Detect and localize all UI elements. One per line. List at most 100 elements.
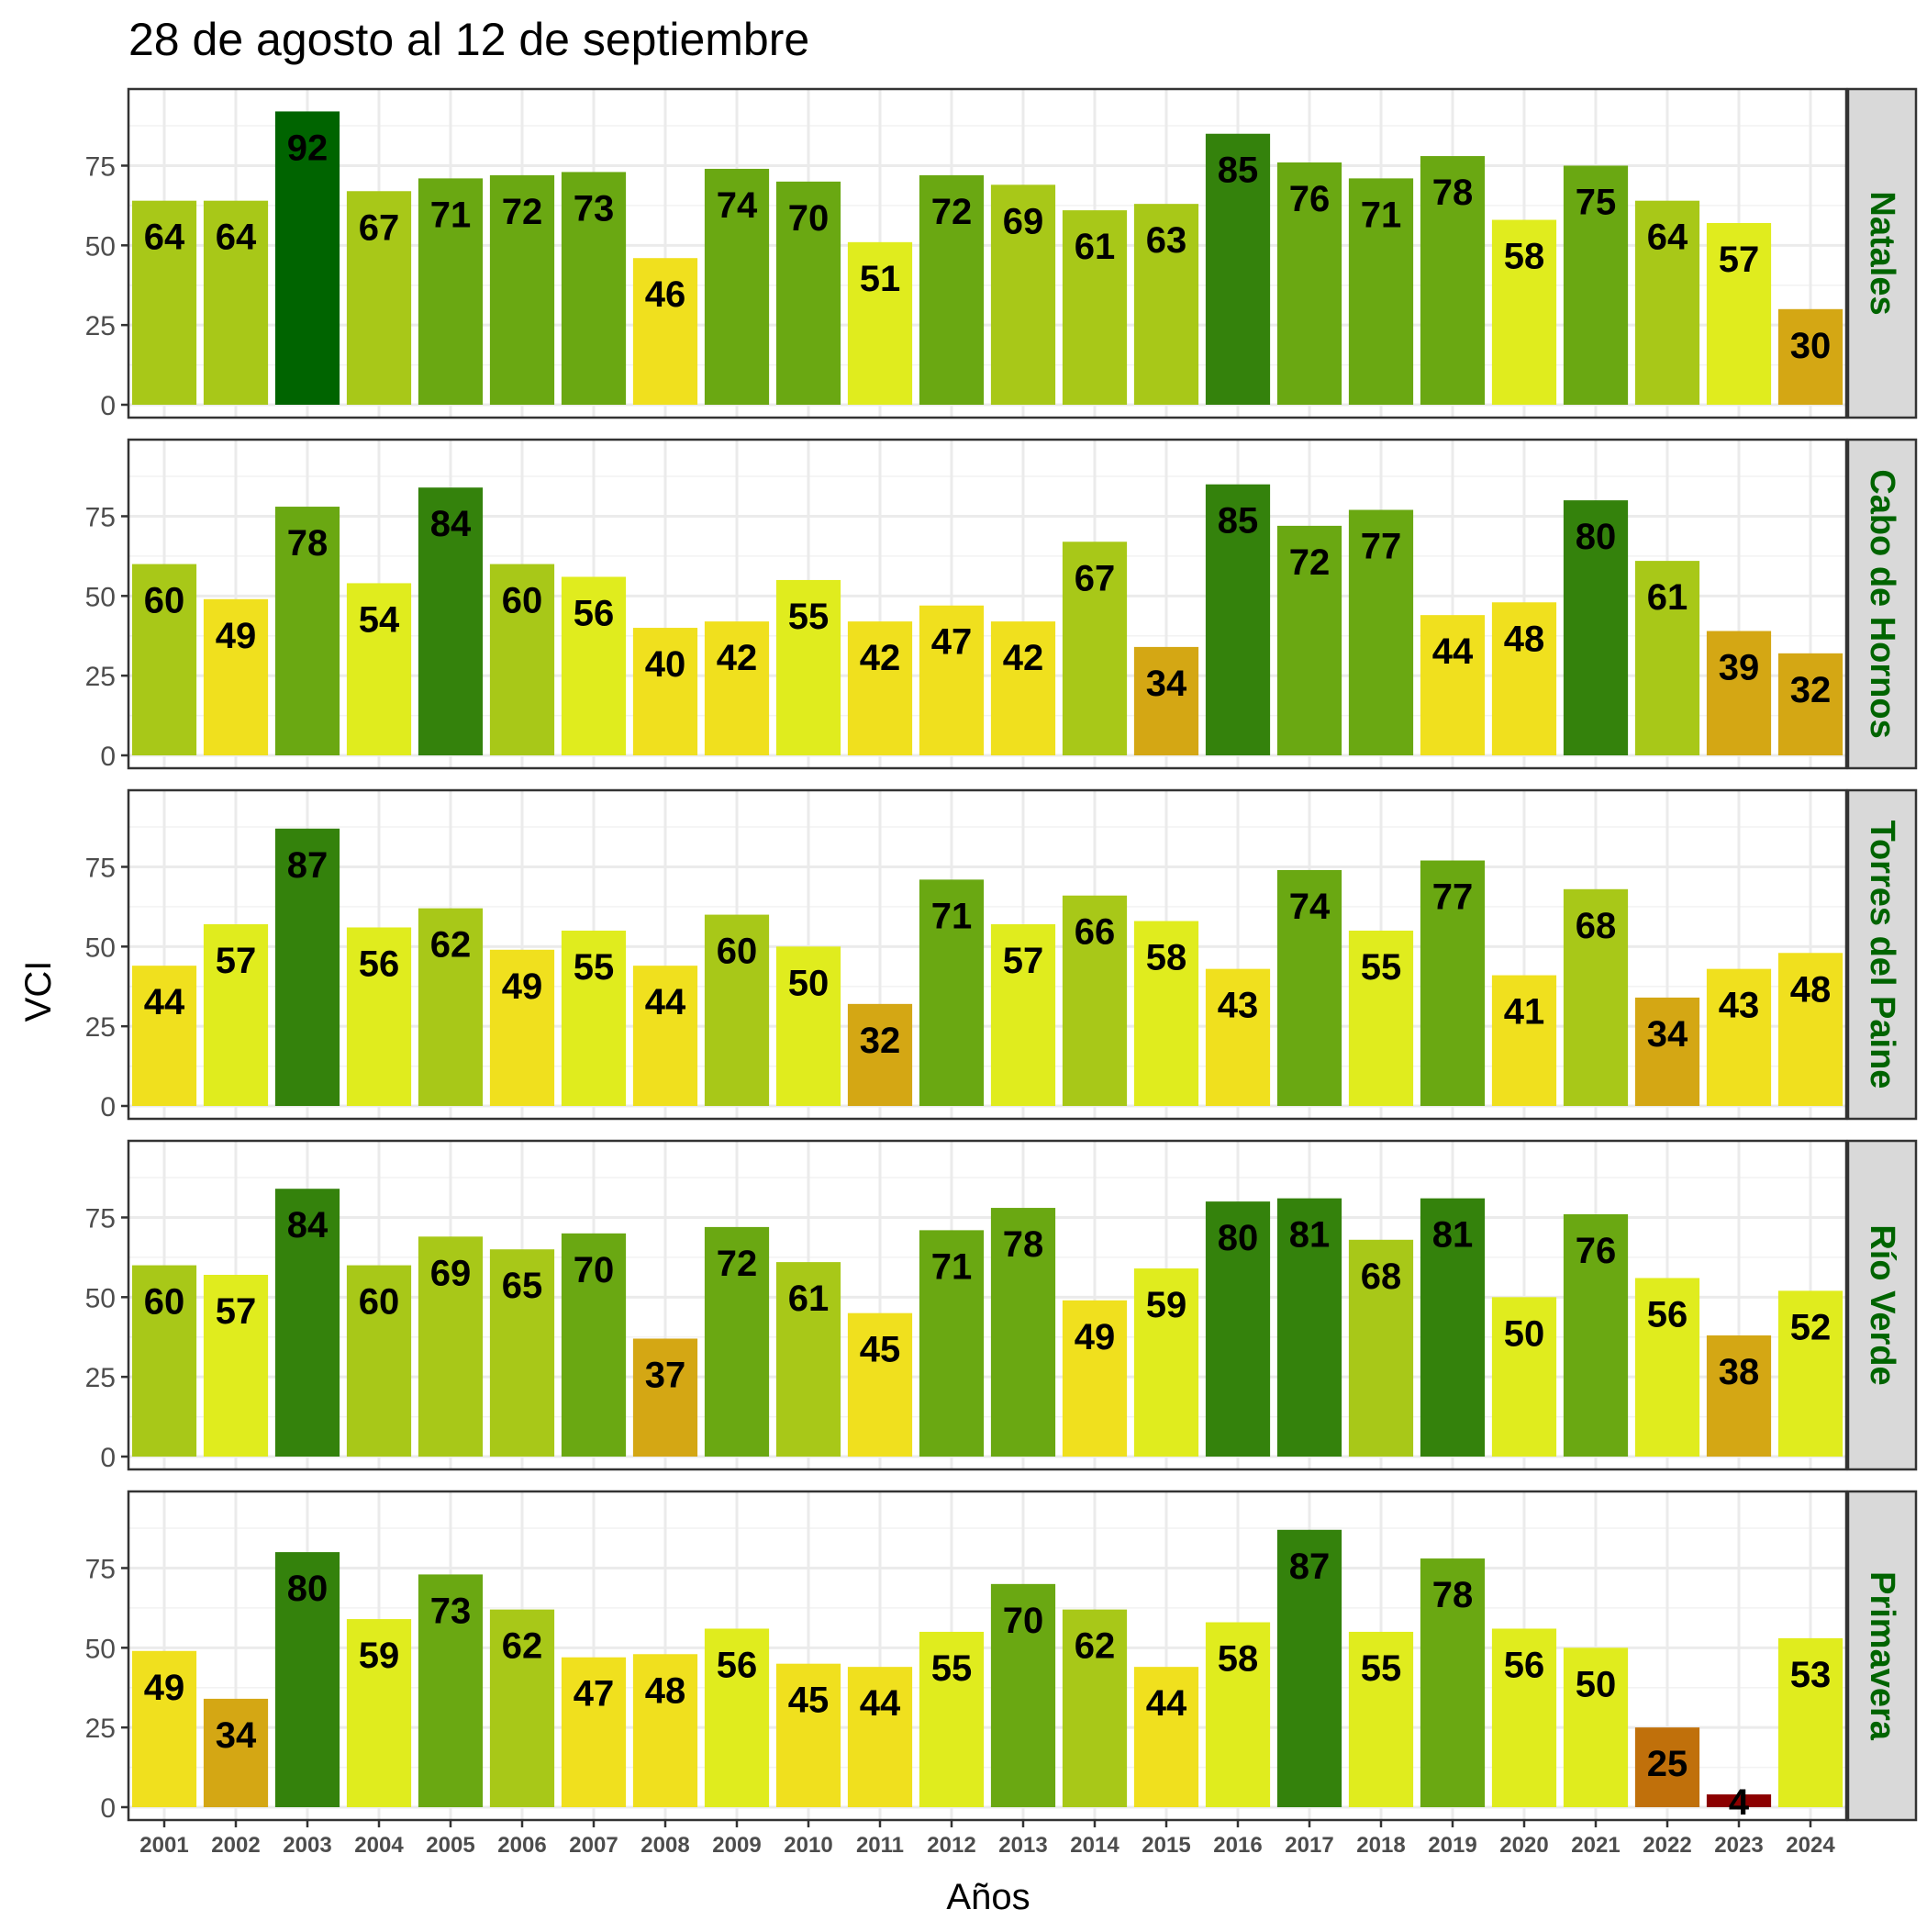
- x-tick-label-2006: 2006: [497, 1833, 546, 1858]
- panel-4: 60 57 84 60 69 65 70 37 72 61 45 71 78 49 59 80 81 68 81 50…: [85, 1139, 1918, 1473]
- bar-2024: [1777, 953, 1843, 1106]
- bar-2023: [1706, 631, 1772, 755]
- value-label-2012: 71: [931, 896, 973, 936]
- bar-2011: [847, 1667, 913, 1807]
- value-label-2024: 52: [1790, 1307, 1832, 1347]
- value-label-2023: 4: [1729, 1782, 1750, 1823]
- panel-background: [128, 89, 1846, 418]
- bar-2018: [1348, 509, 1414, 755]
- bar-2024: [1777, 308, 1843, 405]
- bar-2014: [1062, 1300, 1128, 1457]
- value-label-2019: 78: [1432, 173, 1474, 213]
- value-label-2003: 84: [287, 1205, 329, 1245]
- x-tick-label-2020: 2020: [1499, 1833, 1548, 1858]
- value-label-2005: 71: [430, 195, 472, 235]
- bar-2013: [990, 184, 1056, 405]
- x-tick-label-2009: 2009: [712, 1833, 761, 1858]
- bar-2010: [775, 181, 841, 405]
- value-label-2021: 50: [1576, 1664, 1617, 1704]
- facet-label-2: Cabo de Hornos: [1863, 469, 1901, 738]
- x-tick-label-2023: 2023: [1714, 1833, 1763, 1858]
- chart-title: 28 de agosto al 12 de septiembre: [128, 14, 809, 65]
- bar-2010: [775, 579, 841, 755]
- x-tick-label-2003: 2003: [283, 1833, 331, 1858]
- value-label-2013: 69: [1003, 201, 1044, 241]
- bar-2015: [1133, 646, 1199, 755]
- bar-2012: [919, 879, 985, 1106]
- panel-5: 49 34 80 59 73 62 47 48 56 45 44 55 70 62 44 58 87 55 78 56…: [85, 1490, 1918, 1824]
- bar-2024: [1777, 653, 1843, 755]
- value-label-2001: 60: [144, 581, 185, 621]
- bar-2017: [1276, 1529, 1342, 1807]
- bar-2021: [1563, 1214, 1629, 1457]
- value-label-2018: 55: [1361, 1648, 1402, 1689]
- bar-2017: [1276, 162, 1342, 405]
- bar-2007: [561, 172, 627, 405]
- value-label-2015: 59: [1146, 1285, 1187, 1325]
- value-label-2004: 67: [359, 207, 400, 248]
- bar-2021: [1563, 1647, 1629, 1807]
- bar-2020: [1491, 602, 1557, 755]
- value-label-2009: 56: [717, 1645, 758, 1685]
- bar-2002: [203, 1698, 269, 1807]
- x-tick-label-2016: 2016: [1213, 1833, 1262, 1858]
- value-label-2008: 37: [645, 1355, 686, 1395]
- x-tick-label-2019: 2019: [1428, 1833, 1476, 1858]
- value-label-2021: 68: [1576, 906, 1617, 946]
- y-tick-label: 25: [85, 311, 116, 341]
- value-label-2003: 80: [287, 1569, 329, 1609]
- facet-strip: [1846, 438, 1918, 770]
- value-label-2018: 55: [1361, 947, 1402, 988]
- value-label-2009: 60: [717, 932, 758, 972]
- facet-label-3: Torres del Paine: [1863, 821, 1901, 1089]
- y-tick-label: 50: [85, 582, 116, 612]
- value-label-2010: 55: [788, 597, 830, 637]
- x-tick-label-2004: 2004: [354, 1833, 404, 1858]
- value-label-2021: 76: [1576, 1231, 1617, 1271]
- value-label-2020: 50: [1504, 1313, 1545, 1354]
- value-label-2015: 58: [1146, 938, 1187, 978]
- y-tick-label: 25: [85, 1012, 116, 1043]
- panel-2: 60 49 78 54 84 60 56 40 42 55 42 47 42 67 34 85 72 77 44 48…: [85, 438, 1918, 772]
- value-label-2015: 63: [1146, 220, 1187, 261]
- bar-2002: [203, 1275, 269, 1457]
- value-label-2004: 56: [359, 944, 400, 984]
- value-label-2019: 81: [1432, 1215, 1474, 1256]
- bar-2023: [1706, 1335, 1772, 1457]
- value-label-2022: 56: [1647, 1294, 1688, 1335]
- value-label-2013: 78: [1003, 1224, 1044, 1265]
- value-label-2004: 60: [359, 1282, 400, 1323]
- value-label-2017: 76: [1289, 179, 1331, 219]
- value-label-2019: 44: [1432, 631, 1474, 672]
- bar-2018: [1348, 1631, 1414, 1807]
- bar-2006: [489, 564, 555, 755]
- bar-2007: [561, 1233, 627, 1457]
- bar-2006: [489, 1609, 555, 1807]
- x-tick-label-2021: 2021: [1571, 1833, 1620, 1858]
- bar-2019: [1420, 1558, 1486, 1807]
- value-label-2011: 51: [860, 259, 901, 299]
- bar-2014: [1062, 1609, 1128, 1807]
- bar-2015: [1133, 1268, 1199, 1457]
- bar-2020: [1491, 219, 1557, 405]
- value-label-2022: 61: [1647, 577, 1688, 618]
- bar-2012: [919, 174, 985, 405]
- bar-2010: [775, 1663, 841, 1807]
- x-tick-label-2024: 2024: [1786, 1833, 1835, 1858]
- facet-strip: [1846, 87, 1918, 419]
- value-label-2016: 85: [1218, 501, 1259, 542]
- x-tick-label-2015: 2015: [1142, 1833, 1190, 1858]
- value-label-2017: 81: [1289, 1215, 1331, 1256]
- panel-background: [128, 790, 1846, 1119]
- value-label-2006: 60: [502, 581, 543, 621]
- x-tick-label-2011: 2011: [856, 1833, 904, 1858]
- bar-2008: [632, 628, 698, 755]
- bar-2012: [919, 1230, 985, 1457]
- bar-2005: [418, 1574, 484, 1807]
- value-label-2018: 77: [1361, 527, 1402, 567]
- bar-2014: [1062, 542, 1128, 755]
- value-label-2005: 73: [430, 1591, 472, 1631]
- value-label-2007: 47: [574, 1674, 615, 1714]
- bar-2022: [1634, 561, 1700, 755]
